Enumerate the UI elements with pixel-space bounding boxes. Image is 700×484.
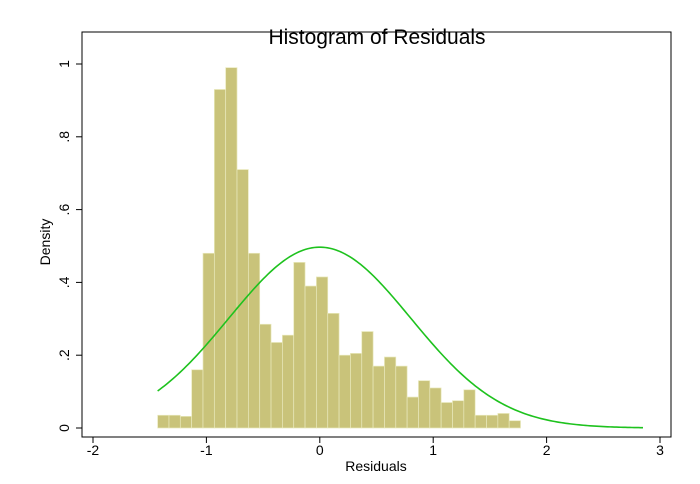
histogram-bar	[236, 169, 249, 429]
histogram-bar	[282, 334, 295, 429]
histogram-bar	[338, 354, 351, 429]
histogram-bar	[327, 312, 340, 429]
y-tick-label: .2	[56, 349, 72, 361]
x-tick-label: 1	[429, 442, 437, 458]
histogram-bar	[418, 380, 431, 429]
histogram-bar	[293, 262, 306, 429]
histogram-bar	[497, 413, 510, 429]
histogram-bar	[179, 416, 193, 429]
histogram-bar	[225, 67, 238, 429]
histogram-bar	[395, 365, 408, 429]
histogram-bar	[350, 353, 363, 429]
y-tick-label: .8	[56, 131, 72, 143]
y-tick-label: .6	[56, 204, 72, 216]
x-axis-label: Residuals	[345, 458, 406, 474]
y-axis-ticks: 0 .2 .4 .6 .8 1	[56, 60, 82, 432]
y-tick-label: 0	[56, 424, 72, 432]
histogram-bar	[304, 285, 317, 429]
histogram-bar	[168, 414, 181, 429]
histogram-bar	[259, 323, 272, 429]
histogram-bar	[452, 400, 465, 429]
y-tick-label: .4	[56, 276, 72, 288]
histogram-bar	[463, 389, 476, 429]
histogram-bar	[157, 414, 170, 429]
x-tick-label: 2	[543, 442, 551, 458]
histogram-bar	[191, 369, 204, 429]
histogram-bar	[248, 252, 261, 429]
histogram-bar	[429, 387, 442, 429]
x-tick-label: 0	[316, 442, 324, 458]
histogram-bar	[474, 414, 487, 429]
histogram-bar	[384, 356, 397, 429]
normal-density-curve	[157, 246, 644, 429]
histogram-bars	[157, 67, 521, 429]
y-axis-label: Density	[37, 219, 53, 266]
histogram-bar	[361, 331, 374, 429]
x-tick-label: 3	[656, 442, 664, 458]
chart-title: Histogram of Residuals	[268, 26, 485, 49]
plot-frame	[81, 31, 672, 438]
histogram-bar	[202, 252, 215, 429]
x-axis-ticks: -2 -1 0 1 2 3	[87, 437, 664, 458]
x-tick-label: -2	[87, 442, 100, 458]
histogram-bar	[406, 396, 419, 429]
x-tick-label: -1	[200, 442, 213, 458]
histogram-bar	[508, 420, 521, 429]
histogram-bar	[316, 276, 329, 429]
histogram-bar	[372, 365, 385, 429]
histogram-bar	[486, 414, 499, 429]
histogram-bar	[213, 89, 227, 429]
histogram-bar	[270, 342, 283, 429]
histogram-bar	[440, 402, 453, 429]
y-tick-label: 1	[56, 60, 72, 68]
